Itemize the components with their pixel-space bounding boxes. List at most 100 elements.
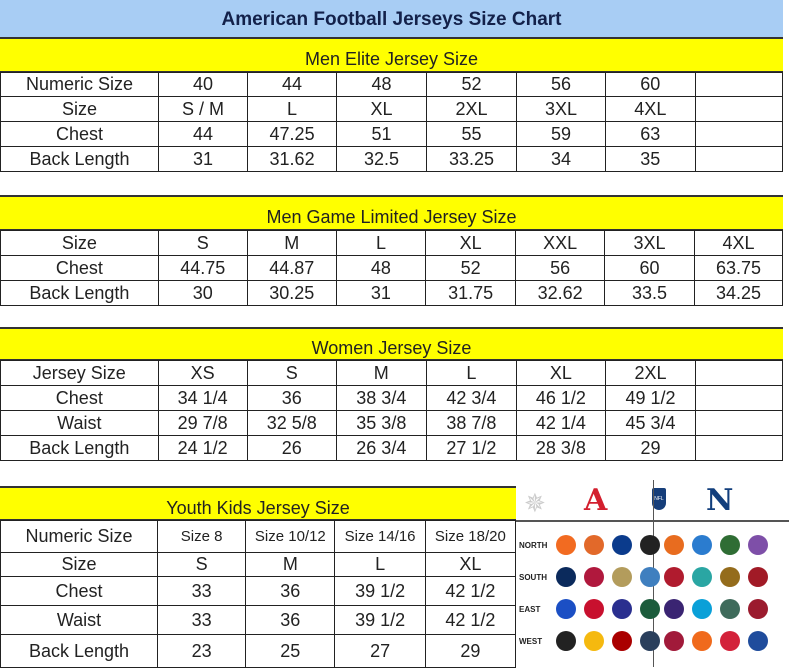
table-row: Size S / M L XL 2XL 3XL 4XL [0,96,784,122]
table-cell: S [246,360,337,386]
team-logo-icon [640,567,660,587]
row-label: Back Length [0,435,159,461]
table-cell [695,360,783,386]
table-heading: Women Jersey Size [0,327,783,360]
table-cell: 34 1/4 [157,385,248,411]
table-cell: 52 [425,72,518,97]
table-row: Chest 33 36 39 1/2 42 1/2 [0,576,517,606]
row-label: Chest [0,576,159,606]
table-cell: Size 10/12 [245,520,336,553]
team-logo-icon [692,631,712,651]
row-label: Numeric Size [0,520,159,553]
nfc-logo: N [706,483,734,518]
table-cell: L [425,360,517,386]
afc-logo: A [584,483,608,518]
table-row: Back Length 23 25 27 29 [0,634,517,668]
divider-horizontal [516,520,789,522]
table-cell [695,435,783,461]
table-row: Back Length 31 31.62 32.5 33.25 34 35 [0,146,784,172]
team-logo-icon [720,535,740,555]
table-cell: XXL [515,230,606,256]
table-row: Size S M L XL [0,552,517,577]
table-cell: 55 [425,121,518,147]
table-heading: Men Elite Jersey Size [0,37,783,72]
table-cell: 3XL [604,230,695,256]
table-cell: 27 1/2 [425,435,517,461]
table-cell [695,385,783,411]
table-cell: 36 [245,576,336,606]
team-logo-icon [748,631,768,651]
division-label: SOUTH [519,573,547,582]
team-logo-icon [720,631,740,651]
table-cell: 3XL [516,96,606,122]
table-row: Waist 29 7/8 32 5/8 35 3/8 38 7/8 42 1/4 45 3/… [0,410,783,436]
table-cell: 34.25 [693,280,784,306]
table-cell: 25 [245,634,336,668]
table-cell: 59 [516,121,606,147]
table-cell: 32.62 [515,280,606,306]
table-cell: 28 3/8 [515,435,606,461]
table-heading: Youth Kids Jersey Size [0,486,516,520]
table-cell: 33 [157,576,247,606]
table-cell: S [157,230,248,256]
table-cell: 44 [157,121,249,147]
row-label: Size [0,96,159,122]
division-label: EAST [519,605,541,614]
table-cell: 31 [157,146,249,172]
table-cell: XS [157,360,248,386]
table-row: Numeric Size 40 44 48 52 56 60 [0,72,784,97]
table-cell: 31.75 [425,280,517,306]
nfl-shield-logo: NFL [652,488,666,510]
table-cell: 38 3/4 [335,385,427,411]
table-cell: 48 [336,72,427,97]
team-logo-icon [692,567,712,587]
table-cell: 49 1/2 [604,385,697,411]
team-logo-icon [664,631,684,651]
table-cell: 33.25 [425,146,518,172]
table-cell: 29 [424,634,517,668]
row-label: Chest [0,255,159,281]
team-logo-icon [692,535,712,555]
table-cell: L [335,230,427,256]
team-logo-icon [664,599,684,619]
table-cell [695,410,783,436]
team-logo-icon [692,599,712,619]
table-cell: Size 18/20 [424,520,517,553]
table-cell: 2XL [425,96,518,122]
table-heading: Men Game Limited Jersey Size [0,195,783,230]
table-cell: 39 1/2 [334,576,426,606]
table-cell: 60 [604,255,695,281]
table-cell: L [246,96,338,122]
table-cell [694,121,784,147]
table-cell: 39 1/2 [334,605,426,635]
team-logo-icon [584,535,604,555]
table-cell: 38 7/8 [425,410,517,436]
table-cell: 23 [157,634,247,668]
table-cell: 42 3/4 [425,385,517,411]
table-cell: 45 3/4 [604,410,697,436]
table-cell: 60 [604,72,696,97]
table-cell: 30 [157,280,248,306]
team-logo-icon [748,567,768,587]
team-logo-icon [748,535,768,555]
team-logo-icon [584,631,604,651]
nfl-logos-panel: ✵ A NFL N NORTH SOUTH EAST WEST [516,480,789,667]
table-cell [694,72,784,97]
table-cell: Size 8 [157,520,247,553]
division-label: WEST [519,637,543,646]
table-cell: 31 [335,280,427,306]
table-cell: 52 [425,255,517,281]
table-cell: S [157,552,247,577]
team-logo-icon [612,567,632,587]
table-cell: XL [515,360,606,386]
team-logo-icon [720,599,740,619]
table-cell: 42 1/2 [424,576,517,606]
table-cell: 33 [157,605,247,635]
table-row: Back Length 24 1/2 26 26 3/4 27 1/2 28 3/8 29 [0,435,783,461]
chart-title: American Football Jerseys Size Chart [0,0,783,39]
table-cell: M [246,230,337,256]
table-cell: 34 [516,146,606,172]
table-row: Size S M L XL XXL 3XL 4XL [0,230,784,256]
table-cell: 63.75 [693,255,784,281]
star-icon: ✵ [524,488,546,518]
